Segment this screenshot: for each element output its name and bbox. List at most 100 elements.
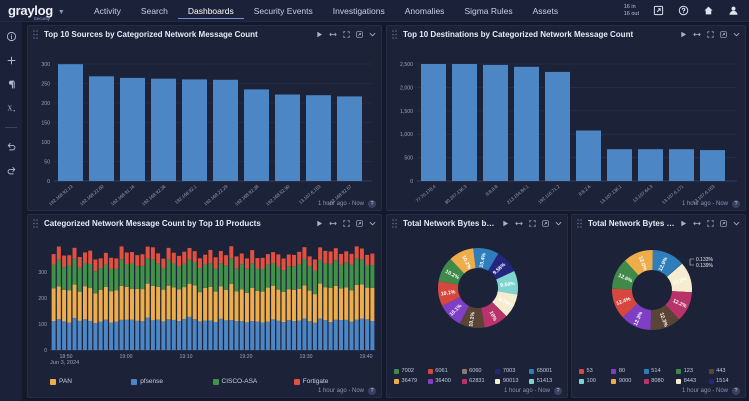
donut-slice[interactable] <box>652 250 682 277</box>
donut-slice[interactable] <box>459 305 485 328</box>
legend-item[interactable]: 7003 <box>495 368 528 374</box>
widget-network-bytes-1[interactable]: Total Network Bytes by Top ... 10.4%9.56… <box>386 214 568 398</box>
plus-icon[interactable] <box>5 54 18 67</box>
legend-item[interactable]: 36400 <box>427 378 461 384</box>
home-icon[interactable] <box>702 5 714 17</box>
help-icon[interactable]: ? <box>732 387 740 395</box>
widget-network-bytes-2[interactable]: Total Network Bytes by Top ... 12.9%12.2… <box>571 214 746 398</box>
legend-item-fortigate[interactable]: Fortigate <box>293 378 375 385</box>
chevron-down-icon[interactable]: ▼ <box>57 9 65 16</box>
chevron-down-icon[interactable] <box>369 32 376 37</box>
brand-logo[interactable]: graylog ▼ Security <box>0 3 84 21</box>
legend-item[interactable]: 51413 <box>529 378 562 384</box>
donut-slice[interactable] <box>450 248 476 274</box>
drag-handle-icon[interactable] <box>33 26 40 44</box>
play-icon[interactable] <box>316 220 323 227</box>
widget-top-sources[interactable]: Top 10 Sources by Categorized Network Me… <box>27 25 382 211</box>
chevron-down-icon[interactable] <box>555 221 562 226</box>
play-icon[interactable] <box>680 220 687 227</box>
export-icon[interactable] <box>542 220 549 227</box>
help-icon[interactable]: ? <box>554 387 562 395</box>
drag-handle-icon[interactable] <box>392 26 399 44</box>
undo-icon[interactable] <box>5 140 18 153</box>
paragraph-icon[interactable] <box>5 78 18 91</box>
legend-item[interactable]: 9000 <box>611 378 642 384</box>
fullscreen-icon[interactable] <box>343 31 350 38</box>
play-icon[interactable] <box>502 220 509 227</box>
donut-slice[interactable] <box>473 248 499 271</box>
fullscreen-icon[interactable] <box>707 220 714 227</box>
legend-item[interactable]: 8443 <box>676 378 707 384</box>
legend-item-pfsense[interactable]: pfsense <box>131 378 212 385</box>
donut-chart-bytes-2[interactable]: 12.9%12.2%12.2%12.3%12.3%12.4%12.6%12.0%… <box>572 232 746 344</box>
legend-item[interactable]: 443 <box>708 368 740 374</box>
nav-item-dashboards[interactable]: Dashboards <box>177 2 244 19</box>
donut-slice[interactable] <box>625 250 653 276</box>
info-circle-icon[interactable] <box>5 30 18 43</box>
donut-slice[interactable] <box>442 296 469 324</box>
donut-slice[interactable] <box>650 304 680 330</box>
fullscreen-icon[interactable] <box>343 220 350 227</box>
chevron-down-icon[interactable] <box>369 221 376 226</box>
resize-horizontal-icon[interactable] <box>693 220 701 227</box>
drag-handle-icon[interactable] <box>577 215 584 233</box>
nav-item-assets[interactable]: Assets <box>532 5 559 16</box>
resize-horizontal-icon[interactable] <box>329 220 337 227</box>
help-icon[interactable]: ? <box>368 387 376 395</box>
donut-chart-bytes-1[interactable]: 10.4%9.56%9.59%9.79%10%10.1%10.1%10.1%10… <box>387 232 568 344</box>
resize-horizontal-icon[interactable] <box>693 31 701 38</box>
help-icon[interactable]: ? <box>732 200 740 208</box>
resize-horizontal-icon[interactable] <box>329 31 337 38</box>
legend-item[interactable]: 62831 <box>461 378 495 384</box>
donut-slice[interactable] <box>667 263 693 293</box>
nav-item-sigma-rules[interactable]: Sigma Rules <box>464 5 513 16</box>
legend-item[interactable]: 6061 <box>427 368 461 374</box>
nav-item-investigations[interactable]: Investigations <box>332 5 385 16</box>
drag-handle-icon[interactable] <box>392 215 399 233</box>
bar-chart-sources[interactable]: 300 250 200 150 100 50 0 <box>28 43 382 211</box>
export-icon[interactable] <box>720 31 727 38</box>
nav-item-activity[interactable]: Activity <box>94 5 121 16</box>
nav-item-search[interactable]: Search <box>140 5 168 16</box>
legend-item[interactable]: 514 <box>643 368 675 374</box>
legend-item[interactable]: 6060 <box>461 368 495 374</box>
legend-item[interactable]: 8080 <box>643 378 675 384</box>
edit-square-icon[interactable] <box>652 5 664 17</box>
donut-slice[interactable] <box>666 263 683 277</box>
chevron-down-icon[interactable] <box>733 221 740 226</box>
legend-item[interactable]: 65001 <box>529 368 562 374</box>
redo-icon[interactable] <box>5 164 18 177</box>
widget-products-timeseries[interactable]: Categorized Network Message Count by Top… <box>27 214 382 398</box>
donut-slice[interactable] <box>481 302 507 328</box>
export-icon[interactable] <box>356 220 363 227</box>
export-icon[interactable] <box>356 31 363 38</box>
play-icon[interactable] <box>316 31 323 38</box>
legend-item[interactable]: 123 <box>676 368 707 374</box>
donut-slice[interactable] <box>496 271 519 295</box>
legend-item[interactable]: 7002 <box>394 368 427 374</box>
legend-item[interactable]: 53 <box>579 368 610 374</box>
donut-slice[interactable] <box>611 288 638 318</box>
help-circle-icon[interactable] <box>677 5 689 17</box>
chevron-down-icon[interactable] <box>733 32 740 37</box>
export-icon[interactable] <box>720 220 727 227</box>
legend-item-cisco-asa[interactable]: CISCO-ASA <box>212 378 294 385</box>
drag-handle-icon[interactable] <box>33 215 40 233</box>
legend-item[interactable]: 90013 <box>495 378 528 384</box>
legend-item[interactable]: 36479 <box>394 378 427 384</box>
stacked-bar-chart-products[interactable]: 300 200 100 0 18:50 19:00 19:10 19:20 19:3… <box>28 232 382 362</box>
fullscreen-icon[interactable] <box>529 220 536 227</box>
fullscreen-icon[interactable] <box>707 31 714 38</box>
help-icon[interactable]: ? <box>368 200 376 208</box>
donut-slice[interactable] <box>665 291 692 320</box>
donut-slice[interactable] <box>437 281 461 306</box>
donut-slice[interactable] <box>666 263 682 277</box>
legend-item[interactable]: 80 <box>611 368 642 374</box>
play-icon[interactable] <box>680 31 687 38</box>
user-icon[interactable] <box>727 5 739 17</box>
legend-item-pan[interactable]: PAN <box>50 378 131 385</box>
donut-slice[interactable] <box>622 303 652 330</box>
formula-icon[interactable]: X <box>5 102 18 115</box>
bar-chart-destinations[interactable]: 2,500 2,000 1,500 1,000 500 0 <box>387 43 746 211</box>
nav-item-security-events[interactable]: Security Events <box>253 5 313 16</box>
